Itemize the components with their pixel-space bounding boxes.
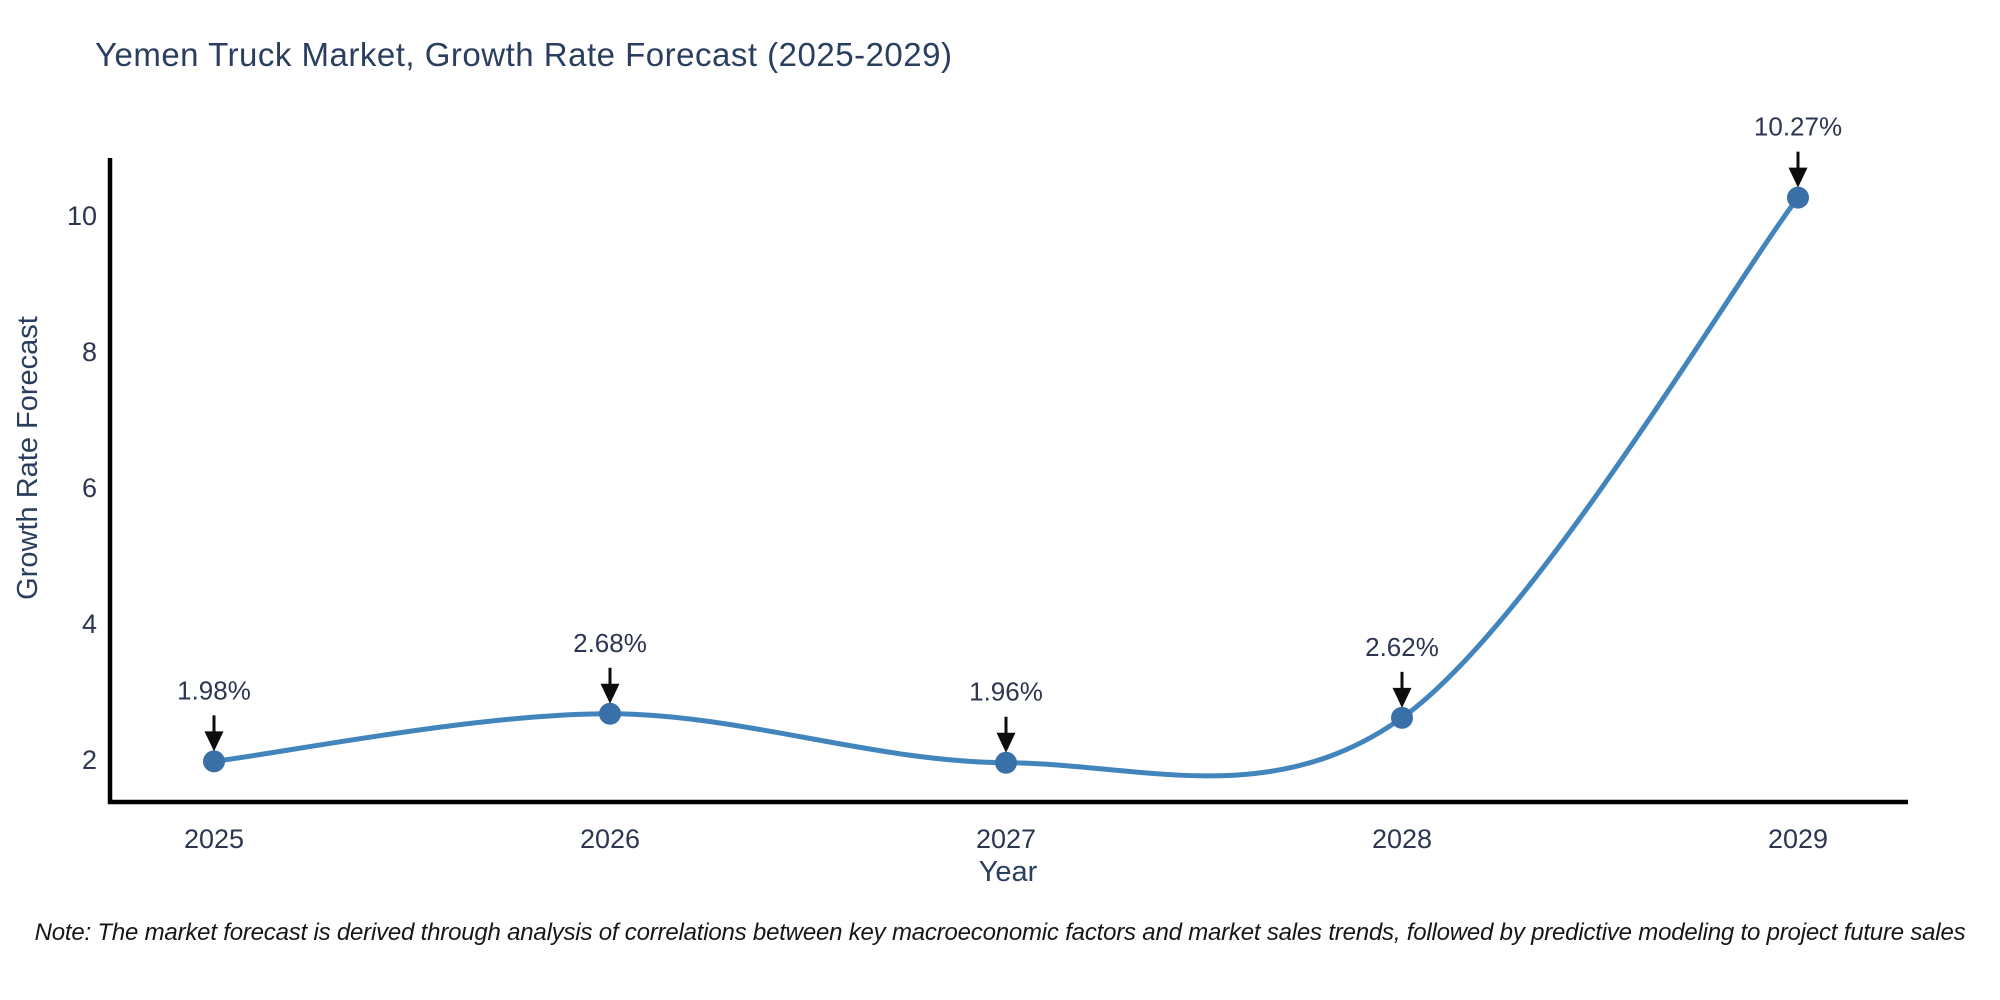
x-tick-label: 2028 [1372,824,1432,854]
annotation-arrowhead-icon [600,683,620,704]
x-tick-label: 2026 [580,824,640,854]
x-tick-label: 2029 [1768,824,1828,854]
y-tick-label: 2 [82,745,97,775]
annotation-label: 2.62% [1365,632,1439,662]
annotation-label: 10.27% [1754,112,1842,142]
y-tick-label: 4 [82,609,97,639]
data-point-marker [599,702,621,725]
y-tick-label: 6 [82,473,97,503]
y-tick-label: 8 [82,337,97,367]
annotation-arrowhead-icon [204,731,224,752]
line-series [211,195,1801,779]
data-point-marker [995,751,1017,774]
data-point-marker [1787,186,1809,209]
x-axis-title: Year [978,856,1038,888]
data-point-marker [203,750,225,773]
annotation-label: 1.98% [177,675,251,705]
x-tick-label: 2025 [184,824,244,854]
y-tick-label: 10 [67,201,97,231]
x-tick-label: 2027 [976,824,1036,854]
chart-title: Yemen Truck Market, Growth Rate Forecast… [95,36,953,73]
data-point-marker [1391,706,1413,729]
annotation-label: 1.96% [969,677,1043,707]
footnote: Note: The market forecast is derived thr… [34,919,1966,946]
annotation-arrowhead-icon [1392,687,1412,708]
annotation-arrowhead-icon [996,732,1016,753]
annotation-label: 2.68% [573,628,647,658]
annotation-arrowhead-icon [1788,167,1808,188]
